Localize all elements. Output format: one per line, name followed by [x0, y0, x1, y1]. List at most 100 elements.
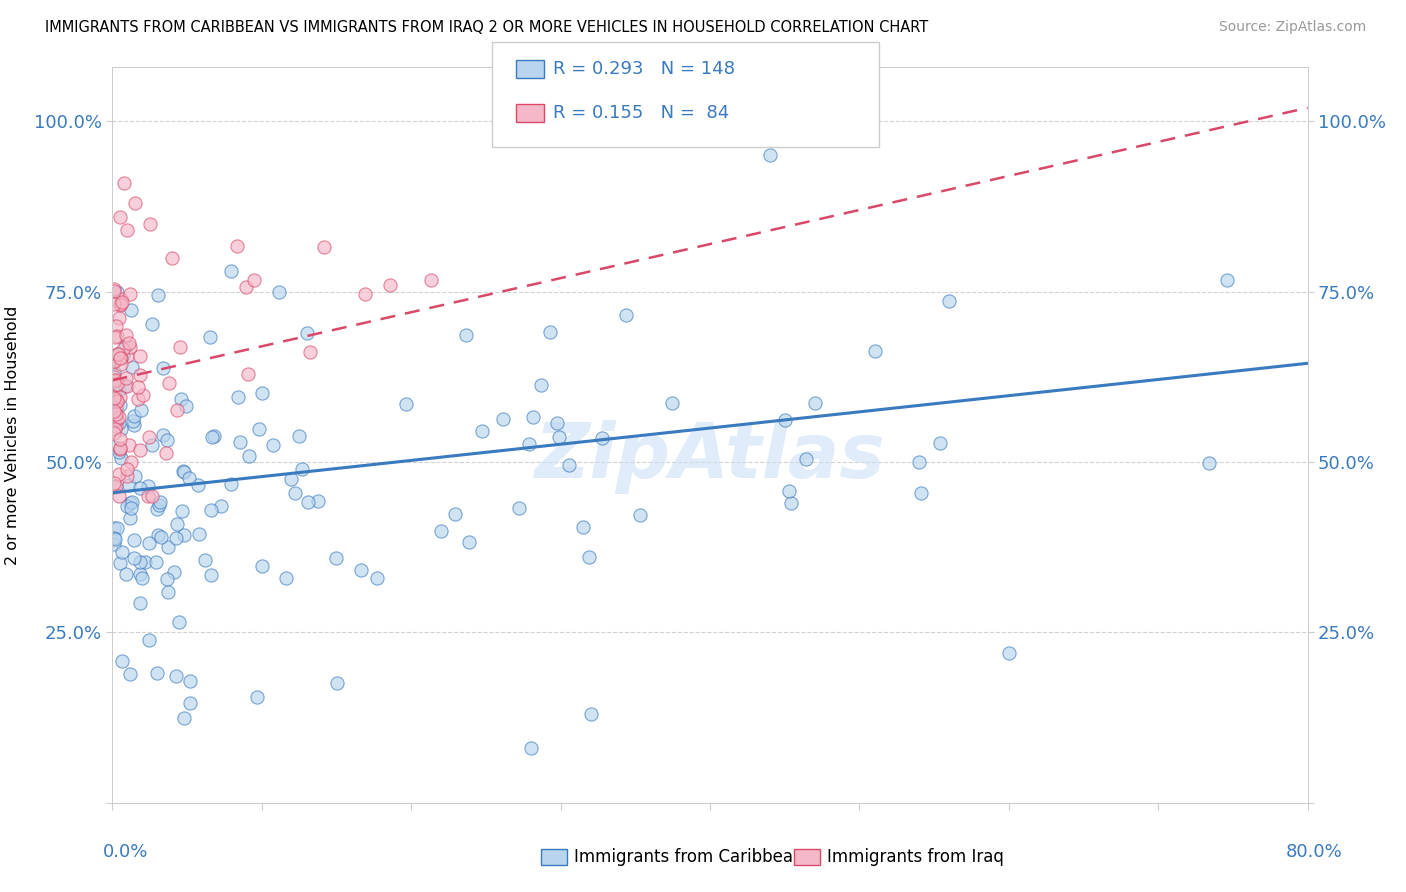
Point	[141, 489, 163, 503]
Point	[188, 526, 211, 541]
Point	[138, 536, 160, 550]
Point	[104, 373, 127, 387]
Point	[107, 310, 129, 325]
Point	[250, 385, 273, 400]
Point	[104, 408, 127, 422]
Point	[238, 449, 260, 463]
Point	[118, 511, 141, 525]
Point	[120, 455, 142, 469]
Point	[219, 477, 242, 491]
Point	[129, 368, 152, 383]
Point	[325, 550, 347, 565]
Point	[614, 308, 637, 322]
Point	[110, 422, 132, 436]
Point	[122, 417, 145, 432]
Point	[110, 296, 132, 310]
Point	[219, 264, 242, 278]
Point	[350, 563, 373, 577]
Point	[572, 520, 595, 534]
Point	[492, 412, 515, 426]
Point	[105, 418, 128, 433]
Point	[115, 500, 138, 514]
Point	[129, 402, 152, 417]
Point	[179, 696, 201, 710]
Point	[155, 572, 177, 586]
Point	[103, 520, 125, 534]
Point	[122, 533, 145, 548]
Point	[508, 501, 530, 516]
Point	[187, 478, 209, 492]
Point	[105, 394, 128, 409]
Point	[149, 530, 172, 544]
Point	[378, 277, 401, 292]
Point	[108, 210, 131, 224]
Point	[117, 335, 139, 350]
Point	[117, 223, 139, 237]
Point	[238, 368, 260, 382]
Point	[517, 437, 540, 451]
Point	[108, 410, 131, 425]
Point	[111, 545, 134, 559]
Point	[104, 330, 127, 344]
Point	[129, 554, 152, 568]
Point	[115, 567, 138, 582]
Point	[103, 425, 125, 440]
Point	[108, 445, 131, 459]
Point	[103, 369, 125, 384]
Point	[173, 528, 195, 542]
Point	[591, 431, 613, 445]
Point	[262, 438, 284, 452]
Text: R = 0.155   N =  84: R = 0.155 N = 84	[553, 104, 728, 122]
Point	[105, 412, 128, 426]
Point	[166, 403, 188, 417]
Point	[141, 438, 163, 452]
Point	[110, 451, 132, 466]
Point	[165, 669, 187, 683]
Point	[115, 350, 138, 364]
Point	[157, 540, 180, 554]
Point	[121, 495, 143, 509]
Text: Immigrants from Iraq: Immigrants from Iraq	[827, 848, 1004, 866]
Point	[118, 477, 141, 491]
Point	[138, 489, 160, 503]
Point	[107, 285, 129, 299]
Point	[103, 374, 125, 388]
Point	[104, 480, 127, 494]
Point	[167, 615, 190, 629]
Point	[118, 287, 141, 301]
Point	[225, 239, 247, 253]
Point	[908, 455, 931, 469]
Point	[103, 531, 125, 545]
Point	[1216, 273, 1239, 287]
Point	[146, 665, 169, 680]
Point	[235, 279, 257, 293]
Point	[173, 465, 195, 479]
Point	[794, 452, 817, 467]
Point	[156, 433, 179, 447]
Point	[110, 298, 132, 312]
Point	[111, 654, 134, 668]
Point	[118, 340, 141, 354]
Point	[141, 317, 163, 331]
Point	[202, 429, 225, 443]
Point	[578, 550, 600, 565]
Point	[103, 297, 125, 311]
Y-axis label: 2 or more Vehicles in Household: 2 or more Vehicles in Household	[6, 305, 20, 565]
Point	[200, 503, 222, 517]
Point	[284, 486, 307, 500]
Point	[146, 502, 169, 516]
Point	[162, 251, 183, 265]
Point	[209, 499, 232, 513]
Point	[105, 377, 128, 392]
Point	[136, 479, 159, 493]
Point	[103, 355, 125, 369]
Text: Immigrants from Caribbean: Immigrants from Caribbean	[574, 848, 803, 866]
Text: 0.0%: 0.0%	[103, 843, 148, 861]
Point	[115, 378, 138, 392]
Point	[105, 521, 128, 535]
Point	[998, 646, 1021, 660]
Point	[628, 508, 651, 523]
Point	[104, 532, 127, 546]
Point	[155, 446, 177, 460]
Point	[128, 350, 150, 364]
